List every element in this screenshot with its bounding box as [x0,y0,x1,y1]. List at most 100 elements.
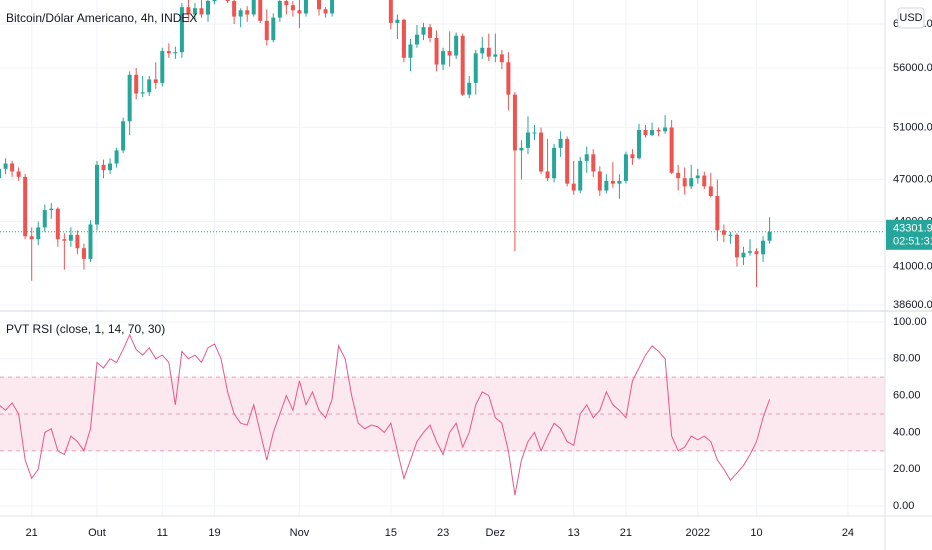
last-price-label: 43301.94 [893,223,932,235]
candle-body [258,0,263,21]
x-tick-label: 21 [26,527,38,539]
candle-body [734,234,739,258]
candle-body [689,178,694,187]
y-tick-label: 51000.00 [893,121,932,133]
candle-body [23,176,28,237]
candle-body [617,180,622,184]
candle-body [643,130,648,136]
candle-body [414,34,419,45]
candle-body [591,154,596,172]
y-tick-label: 20.00 [893,463,921,475]
candle-body [539,132,544,172]
candle-body [153,79,158,83]
candle-body [147,79,152,93]
candle-body [232,1,237,17]
x-tick-label: 24 [842,527,854,539]
candle-body [16,171,21,177]
candle-body [55,208,60,240]
candle-body [578,160,583,191]
y-tick-label: 56000.00 [893,62,932,74]
candle-body [454,35,459,56]
candle-body [695,175,700,179]
candle-body [545,171,550,179]
candle-body [317,0,322,10]
candle-body [441,51,446,65]
candle-body [519,147,524,151]
candle-body [473,53,478,83]
y-tick-label: 47000.00 [893,173,932,185]
candle-body [36,227,41,240]
candle-body [173,52,178,54]
candle-body [702,175,707,187]
candle-body [127,74,132,122]
candle-body [0,168,2,179]
candle-body [62,239,67,241]
candle-body [597,171,602,191]
candle-body [408,44,413,58]
candle-body [741,252,746,258]
candle-body [636,130,641,159]
x-tick-label: Nov [290,527,310,539]
candle-body [42,210,47,228]
candle-body [388,0,393,23]
candle-body [303,0,308,14]
candle-body [650,130,655,136]
candle-body [186,7,191,15]
candle-body [108,163,113,171]
candle-body [663,127,668,132]
candle-body [434,37,439,65]
y-tick-label: 100.00 [893,316,927,328]
candle-body [238,10,243,17]
candle-body [447,51,452,56]
currency[interactable]: USD [899,12,922,24]
last-price-box [886,219,932,250]
candle-body [160,51,165,83]
x-tick-label: 15 [385,527,397,539]
y-tick-label: 0.00 [893,500,914,512]
y-tick-label: 80.00 [893,353,921,365]
x-tick-label: 11 [157,527,168,539]
candle-body [68,234,73,241]
candle-body [297,10,302,14]
candle-body [754,251,759,255]
candle-body [330,0,335,14]
candle-body [558,138,563,148]
candle-body [245,10,250,15]
candle-body [290,5,295,11]
candle-body [225,0,230,2]
candle-body [29,236,34,240]
rsi-line [0,333,771,496]
currency-button[interactable] [897,7,925,29]
candle-body [512,94,517,151]
candle-body [761,240,766,255]
indicator-title: PVT RSI (close, 1, 14, 70, 30) [6,322,165,336]
candle-body [421,27,426,35]
y-tick-label: 38600.00 [893,299,932,311]
candle-body [101,164,106,171]
candle-body [10,163,15,172]
candle-body [49,208,54,211]
candle-body [401,19,406,58]
x-tick-label: 23 [437,527,449,539]
candle-body [552,147,557,179]
candle-body [565,138,570,184]
candle-body [610,180,615,184]
candle-body [277,1,282,18]
candle-body [212,0,217,2]
candle-body [95,164,99,225]
candle-body [3,163,8,169]
candle-body [251,0,256,15]
candle-body [584,154,589,161]
candle-body [323,9,328,14]
candle-body [192,8,197,15]
x-tick-label: 19 [208,527,220,539]
candle-body [656,130,661,132]
candle-body [571,183,576,191]
countdown: 02:51:31 [893,236,932,248]
candle-body [499,54,504,63]
candle-body [715,196,720,231]
candle-body [676,172,681,179]
candle-body [88,224,93,259]
chart-title: Bitcoin/Dólar Americano, 4h, INDEX [6,11,197,25]
